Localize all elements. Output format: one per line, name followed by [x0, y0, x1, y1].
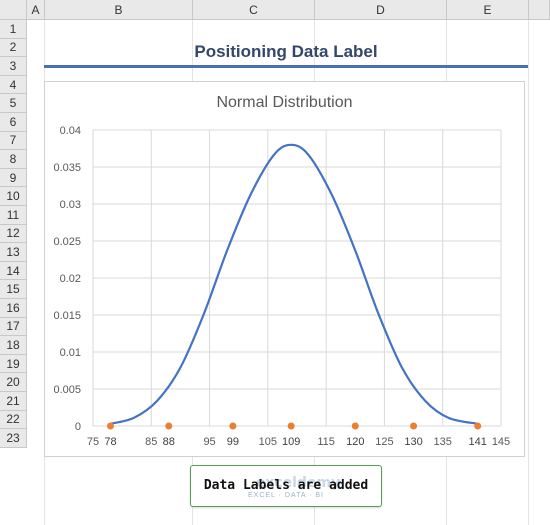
row-header-12[interactable]: 12: [0, 224, 27, 244]
data-label: 130: [404, 436, 422, 448]
row-header-13[interactable]: 13: [0, 243, 27, 262]
row-header-16[interactable]: 16: [0, 299, 27, 318]
data-point: [287, 422, 295, 430]
column-header-b[interactable]: B: [45, 0, 193, 20]
column-header-e[interactable]: E: [447, 0, 529, 20]
data-label: 109: [282, 436, 300, 448]
data-point: [351, 422, 359, 430]
y-tick-label: 0.03: [60, 199, 81, 211]
column-header-f[interactable]: [529, 0, 550, 20]
data-label: 88: [163, 436, 175, 448]
row-header-3[interactable]: 3: [0, 57, 27, 76]
data-point: [229, 422, 237, 430]
row-header-19[interactable]: 19: [0, 354, 27, 374]
row-header-18[interactable]: 18: [0, 336, 27, 355]
row-header-17[interactable]: 17: [0, 317, 27, 337]
column-header-c[interactable]: C: [193, 0, 315, 20]
series-line: [110, 143, 478, 425]
sheet-title: Positioning Data Label: [194, 42, 378, 61]
y-tick-label: 0: [75, 421, 81, 433]
row-header-23[interactable]: 23: [0, 429, 27, 448]
row-header-1[interactable]: 1: [0, 20, 27, 39]
x-tick-label: 105: [259, 436, 277, 448]
data-point: [474, 422, 482, 430]
row-header-20[interactable]: 20: [0, 373, 27, 392]
x-tick-label: 85: [145, 436, 157, 448]
x-tick-label: 135: [434, 436, 452, 448]
row-header-5[interactable]: 5: [0, 94, 27, 113]
row-header-4[interactable]: 4: [0, 75, 27, 95]
x-tick-label: 95: [203, 436, 215, 448]
data-point: [165, 422, 173, 430]
data-label: 78: [104, 436, 116, 448]
data-point: [106, 422, 114, 430]
row-header-11[interactable]: 11: [0, 206, 27, 225]
select-all-corner[interactable]: [0, 0, 27, 20]
data-label: 99: [227, 436, 239, 448]
row-header-21[interactable]: 21: [0, 392, 27, 411]
y-tick-label: 0.035: [53, 162, 81, 174]
row-header-14[interactable]: 14: [0, 261, 27, 281]
x-tick-label: 75: [87, 436, 99, 448]
row-header-22[interactable]: 22: [0, 410, 27, 430]
chart-area[interactable]: Normal Distribution 0 0.005 0.01 0.015 0.02 0…: [44, 81, 525, 457]
data-labels-button[interactable]: exceldemy Data Labels are added EXCEL · …: [190, 465, 382, 507]
y-tick-label: 0.04: [60, 125, 81, 137]
y-tick-label: 0.01: [60, 347, 81, 359]
gridline: [528, 20, 529, 525]
chart-plot: 0 0.005 0.01 0.015 0.02 0.025 0.03 0.035 0.04 75 8…: [53, 125, 510, 448]
data-label: 120: [346, 436, 364, 448]
row-header-8[interactable]: 8: [0, 150, 27, 169]
row-header-10[interactable]: 10: [0, 187, 27, 206]
x-tick-label: 115: [317, 436, 335, 448]
y-tick-label: 0.015: [53, 310, 81, 322]
button-label: Data Labels are added: [203, 478, 369, 493]
title-underline: [44, 65, 528, 68]
y-tick-label: 0.02: [60, 273, 81, 285]
watermark-text: EXCEL · DATA · BI: [248, 492, 324, 499]
x-tick-label: 125: [375, 436, 393, 448]
y-tick-label: 0.025: [53, 236, 81, 248]
column-header-a[interactable]: A: [27, 0, 45, 20]
data-point: [410, 422, 418, 430]
row-header-6[interactable]: 6: [0, 113, 27, 132]
y-tick-label: 0.005: [53, 384, 81, 396]
data-label: 141: [469, 436, 487, 448]
column-header-d[interactable]: D: [315, 0, 447, 20]
chart-title: Normal Distribution: [216, 94, 353, 111]
x-tick-label: 145: [492, 436, 510, 448]
row-header-7[interactable]: 7: [0, 131, 27, 151]
row-header-9[interactable]: 9: [0, 168, 27, 188]
row-header-2[interactable]: 2: [0, 38, 27, 58]
row-header-15[interactable]: 15: [0, 280, 27, 299]
